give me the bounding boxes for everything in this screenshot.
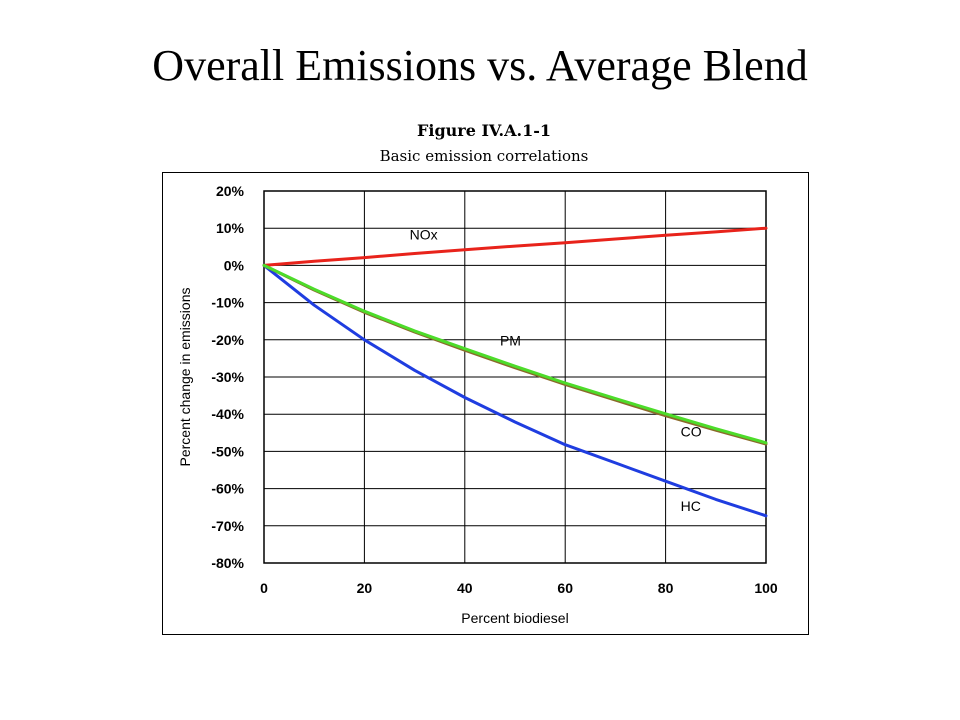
y-tick-label: 0% bbox=[224, 257, 245, 273]
y-tick-label: -10% bbox=[211, 295, 244, 311]
y-tick-label: 10% bbox=[216, 220, 245, 236]
series-lines bbox=[262, 226, 768, 518]
y-tick-label: -30% bbox=[211, 369, 244, 385]
y-tick-label: 20% bbox=[216, 183, 245, 199]
x-tick-label: 80 bbox=[658, 580, 674, 596]
figure-subtitle: Basic emission correlations bbox=[379, 147, 589, 165]
series-label-nox: NOx bbox=[410, 226, 438, 242]
y-tick-label: -60% bbox=[211, 481, 244, 497]
y-tick-label: -70% bbox=[211, 518, 244, 534]
series-line-nox bbox=[262, 226, 768, 267]
series-labels: NOx PM CO HC bbox=[410, 226, 702, 514]
chart-frame bbox=[162, 172, 809, 635]
x-tick-label: 40 bbox=[457, 580, 473, 596]
series-label-hc: HC bbox=[681, 498, 701, 514]
slide-title: Overall Emissions vs. Average Blend bbox=[152, 41, 808, 90]
series-label-pm: PM bbox=[500, 332, 521, 348]
y-tick-label: -50% bbox=[211, 443, 244, 459]
series-label-co: CO bbox=[681, 424, 702, 440]
series-line-co bbox=[262, 263, 768, 446]
x-tick-label: 0 bbox=[260, 580, 268, 596]
x-tick-label: 100 bbox=[754, 580, 778, 596]
y-tick-label: -80% bbox=[211, 555, 244, 571]
x-tick-label: 20 bbox=[357, 580, 373, 596]
x-axis-label: Percent biodiesel bbox=[461, 610, 568, 626]
x-tick-label: 60 bbox=[557, 580, 573, 596]
y-tick-label: -20% bbox=[211, 332, 244, 348]
y-axis-label: Percent change in emissions bbox=[177, 288, 193, 467]
series-line-hc bbox=[262, 263, 768, 518]
tick-labels: 20% 10% 0% -10% -20% -30% -40% -50% -60% -70% -80%… bbox=[211, 183, 778, 596]
series-line-pm bbox=[262, 263, 768, 445]
figure-title: Figure IV.A.1-1 bbox=[417, 121, 551, 140]
y-tick-label: -40% bbox=[211, 406, 244, 422]
grid bbox=[263, 190, 767, 564]
